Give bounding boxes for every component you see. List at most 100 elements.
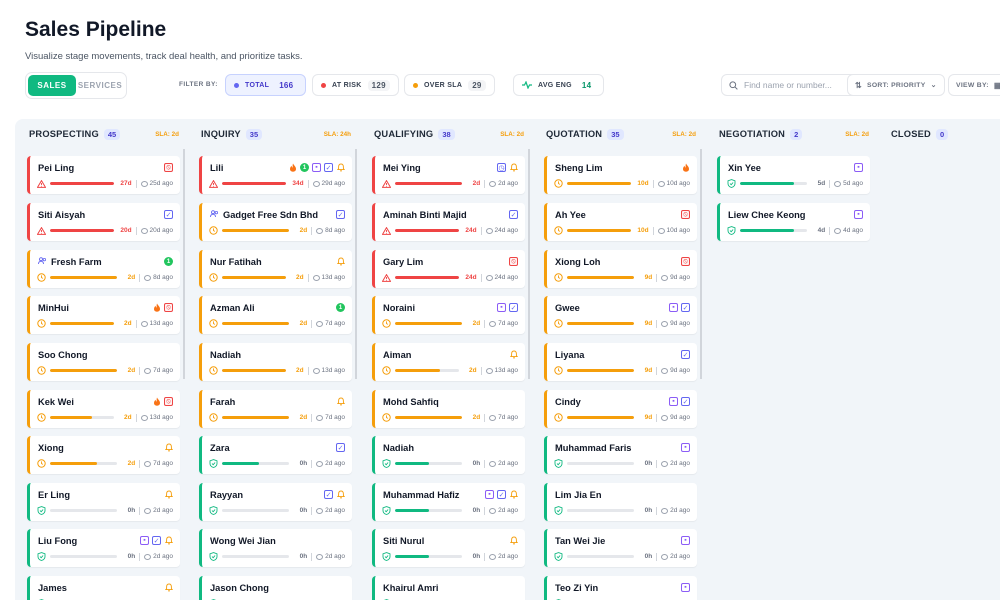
deal-card[interactable]: Soo Chong 2d 7d ago	[27, 343, 180, 381]
deal-card[interactable]: Xiong Loh ⦸ 9d 9d ago	[544, 250, 697, 288]
calendar-check-icon[interactable]: ✓	[336, 443, 345, 452]
deal-card[interactable]: Noraini ▪ ✓ 2d 7d ago	[372, 296, 525, 334]
deal-card[interactable]: Ah Yee ⦸ 10d 10d ago	[544, 203, 697, 241]
one-badge-icon[interactable]: 1	[336, 303, 345, 312]
bell-icon[interactable]	[164, 583, 173, 592]
deal-card[interactable]: Jason Chong0h2d ago	[199, 576, 352, 600]
bell-icon[interactable]	[509, 490, 518, 499]
calendar-check-icon[interactable]: ✓	[152, 536, 161, 545]
nocal-icon[interactable]: ⦸	[164, 163, 173, 172]
calendar-icon[interactable]: ▪	[669, 397, 678, 406]
calendar-check-icon[interactable]: ✓	[681, 303, 690, 312]
deal-card[interactable]: Liew Chee Keong ▪ 4d 4d ago	[717, 203, 870, 241]
calendar-check-icon[interactable]: ✓	[509, 210, 518, 219]
deal-card[interactable]: Gwee ▪ ✓ 9d 9d ago	[544, 296, 697, 334]
nocal-icon[interactable]: ⦸	[164, 397, 173, 406]
bell-icon[interactable]	[164, 536, 173, 545]
calendar-check-icon[interactable]: ✓	[497, 490, 506, 499]
one-badge-icon[interactable]: 1	[164, 257, 173, 266]
deal-card[interactable]: Nadiah 2d 13d ago	[199, 343, 352, 381]
deal-card[interactable]: Pei Ling ⦸ 27d 25d ago	[27, 156, 180, 194]
deal-card[interactable]: Wong Wei Jian 0h 2d ago	[199, 529, 352, 567]
bell-icon[interactable]	[336, 257, 345, 266]
bell-icon[interactable]	[164, 490, 173, 499]
nocal-icon[interactable]: ⦸	[509, 257, 518, 266]
fire-icon[interactable]	[152, 397, 161, 406]
filter-chip-over-sla[interactable]: OVER SLA 29	[404, 74, 495, 96]
deal-card[interactable]: James0h2d ago	[27, 576, 180, 600]
bell-icon[interactable]	[164, 443, 173, 452]
view-by-button[interactable]: VIEW BY: ▦	[948, 74, 1000, 96]
deal-card[interactable]: Rayyan ✓ 0h 2d ago	[199, 483, 352, 521]
calendar-icon[interactable]: ▪	[681, 536, 690, 545]
fire-icon[interactable]	[152, 303, 161, 312]
tab-services[interactable]: SERVICES	[77, 81, 123, 90]
deal-card[interactable]: Azman Ali 1 2d 7d ago	[199, 296, 352, 334]
fire-icon[interactable]	[288, 163, 297, 172]
deal-card[interactable]: Tan Wei Jie ▪ 0h 2d ago	[544, 529, 697, 567]
deal-card[interactable]: Nur Fatihah 2d 13d ago	[199, 250, 352, 288]
deal-card[interactable]: Nadiah 0h 2d ago	[372, 436, 525, 474]
one-badge-icon[interactable]: 1	[300, 163, 309, 172]
sort-button[interactable]: ⇅ SORT: PRIORITY ⌄	[847, 74, 945, 96]
calendar-check-icon[interactable]: ✓	[324, 163, 333, 172]
filter-chip-avg-eng[interactable]: AVG ENG 14	[513, 74, 605, 96]
filter-chip-at-risk[interactable]: AT RISK 129	[312, 74, 399, 96]
deal-card[interactable]: Liu Fong ▪ ✓ 0h 2d ago	[27, 529, 180, 567]
bell-icon[interactable]	[336, 397, 345, 406]
calendar-icon[interactable]: ▪	[681, 583, 690, 592]
deal-card[interactable]: Gadget Free Sdn Bhd ✓ 2d 8d ago	[199, 203, 352, 241]
calendar-check-icon[interactable]: ✓	[336, 210, 345, 219]
deal-card[interactable]: Cindy ▪ ✓ 9d 9d ago	[544, 390, 697, 428]
calendar-check-icon[interactable]: ✓	[681, 397, 690, 406]
calendar-check-icon[interactable]: ✓	[681, 350, 690, 359]
deal-card[interactable]: Muhammad Hafiz ▪ ✓ 0h 2d ago	[372, 483, 525, 521]
deal-card[interactable]: Kek Wei ⦸ 2d 13d ago	[27, 390, 180, 428]
calendar-check-icon[interactable]: ✓	[324, 490, 333, 499]
nocal-icon[interactable]: ⦸	[681, 210, 690, 219]
deal-card[interactable]: MinHui ⦸ 2d 13d ago	[27, 296, 180, 334]
filter-chip-total[interactable]: TOTAL 166	[225, 74, 307, 96]
bell-icon[interactable]	[509, 163, 518, 172]
calendar-clock-icon[interactable]: ◷	[497, 163, 506, 172]
deal-card[interactable]: Sheng Lim 10d 10d ago	[544, 156, 697, 194]
calendar-icon[interactable]: ▪	[140, 536, 149, 545]
deal-card[interactable]: Mohd Sahfiq 2d 7d ago	[372, 390, 525, 428]
calendar-check-icon[interactable]: ✓	[509, 303, 518, 312]
nocal-icon[interactable]: ⦸	[164, 303, 173, 312]
deal-card[interactable]: Siti Nurul 0h 2d ago	[372, 529, 525, 567]
deal-card[interactable]: Er Ling 0h 2d ago	[27, 483, 180, 521]
deal-card[interactable]: Lili 1 ▪ ✓ 34d 29d ago	[199, 156, 352, 194]
calendar-icon[interactable]: ▪	[312, 163, 321, 172]
bell-icon[interactable]	[509, 536, 518, 545]
bell-icon[interactable]	[509, 350, 518, 359]
bell-icon[interactable]	[336, 163, 345, 172]
calendar-icon[interactable]: ▪	[485, 490, 494, 499]
deal-card[interactable]: Aiman 2d 13d ago	[372, 343, 525, 381]
deal-card[interactable]: Xin Yee ▪ 5d 5d ago	[717, 156, 870, 194]
bell-icon[interactable]	[336, 490, 345, 499]
calendar-icon[interactable]: ▪	[681, 443, 690, 452]
deal-card[interactable]: Zara ✓ 0h 2d ago	[199, 436, 352, 474]
deal-card[interactable]: Farah 2d 7d ago	[199, 390, 352, 428]
deal-card[interactable]: Mei Ying ◷ 2d 2d ago	[372, 156, 525, 194]
fire-icon[interactable]	[681, 163, 690, 172]
deal-card[interactable]: Xiong 2d 7d ago	[27, 436, 180, 474]
deal-card[interactable]: Lim Jia En 0h 2d ago	[544, 483, 697, 521]
deal-card[interactable]: Liyana ✓ 9d 9d ago	[544, 343, 697, 381]
calendar-check-icon[interactable]: ✓	[164, 210, 173, 219]
deal-card[interactable]: Khairul Amri0h2d ago	[372, 576, 525, 600]
deal-card[interactable]: Muhammad Faris ▪ 0h 2d ago	[544, 436, 697, 474]
calendar-icon[interactable]: ▪	[854, 210, 863, 219]
deal-card[interactable]: Fresh Farm 1 2d 8d ago	[27, 250, 180, 288]
calendar-icon[interactable]: ▪	[854, 163, 863, 172]
calendar-icon[interactable]: ▪	[497, 303, 506, 312]
search-input[interactable]	[744, 80, 859, 90]
calendar-icon[interactable]: ▪	[669, 303, 678, 312]
deal-card[interactable]: Aminah Binti Majid ✓ 24d 24d ago	[372, 203, 525, 241]
nocal-icon[interactable]: ⦸	[681, 257, 690, 266]
deal-card[interactable]: Siti Aisyah ✓ 20d 20d ago	[27, 203, 180, 241]
tab-sales[interactable]: SALES	[28, 75, 76, 96]
deal-card[interactable]: Gary Lim ⦸ 24d 24d ago	[372, 250, 525, 288]
